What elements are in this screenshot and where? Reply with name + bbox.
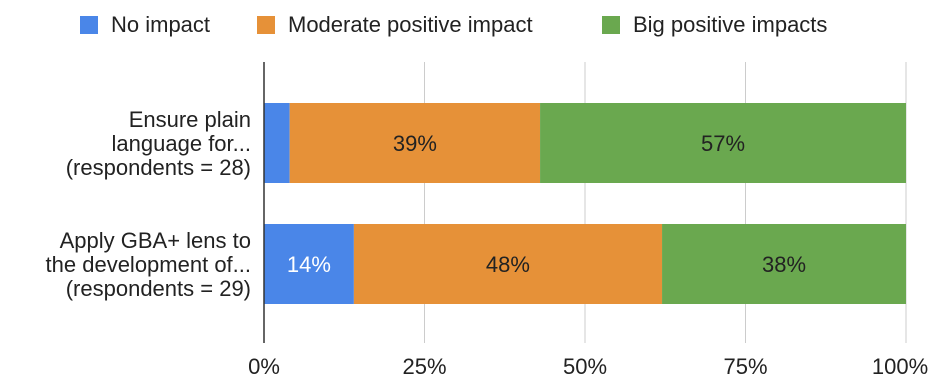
data-label: 48% xyxy=(486,252,530,277)
bars: 39% 57% 14% 48% 38% xyxy=(264,103,906,304)
category-label: (respondents = 29) xyxy=(66,276,251,301)
x-tick-label: 100% xyxy=(872,354,928,379)
legend-swatch xyxy=(257,16,275,34)
x-tick-label: 50% xyxy=(563,354,607,379)
x-tick-labels: 0% 25% 50% 75% 100% xyxy=(248,354,928,379)
data-label: 57% xyxy=(701,131,745,156)
legend: No impact Moderate positive impact Big pos… xyxy=(80,12,827,37)
bar-segment xyxy=(264,224,354,304)
data-label: 14% xyxy=(287,252,331,277)
legend-swatch xyxy=(80,16,98,34)
data-label: 38% xyxy=(762,252,806,277)
category-label: (respondents = 28) xyxy=(66,155,251,180)
x-tick-label: 75% xyxy=(723,354,767,379)
x-tick-label: 25% xyxy=(402,354,446,379)
bar-segment xyxy=(540,103,906,183)
category-label: language for... xyxy=(112,131,251,156)
legend-swatch xyxy=(602,16,620,34)
category-label: the development of... xyxy=(46,252,251,277)
x-tick-label: 0% xyxy=(248,354,280,379)
legend-label: Big positive impacts xyxy=(633,12,827,37)
category-label: Apply GBA+ lens to xyxy=(60,228,251,253)
category-label: Ensure plain xyxy=(129,107,251,132)
bar-segment xyxy=(264,103,290,183)
legend-label: No impact xyxy=(111,12,210,37)
bar-segment xyxy=(353,224,663,304)
bar-segment xyxy=(662,224,906,304)
data-label: 39% xyxy=(393,131,437,156)
legend-label: Moderate positive impact xyxy=(288,12,533,37)
bar-segment xyxy=(289,103,541,183)
